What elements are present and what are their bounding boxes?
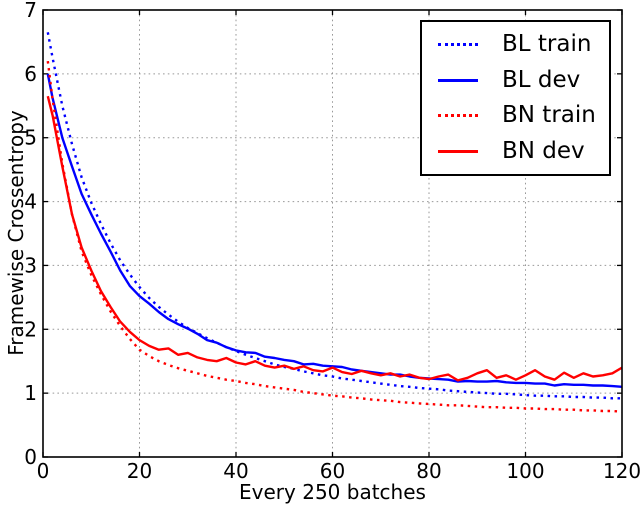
legend-item: BN dev bbox=[422, 134, 609, 168]
x-tick-label: 20 bbox=[127, 459, 152, 483]
x-tick-label: 120 bbox=[603, 459, 640, 483]
series-line-bn-train bbox=[46, 60, 623, 413]
legend-label: BN dev bbox=[502, 137, 585, 164]
legend: BL train BL dev BN train BN dev bbox=[420, 20, 611, 176]
legend-item: BL train bbox=[422, 28, 609, 62]
legend-line-sample-bl-train bbox=[438, 43, 478, 47]
legend-item: BL dev bbox=[422, 63, 609, 97]
x-axis-label: Every 250 batches bbox=[239, 480, 426, 504]
y-tick-label: 1 bbox=[24, 381, 37, 405]
x-tick-label: 40 bbox=[223, 459, 248, 483]
y-tick-label: 2 bbox=[24, 317, 37, 341]
series-line-bl-dev bbox=[46, 73, 623, 388]
legend-label: BL train bbox=[502, 31, 592, 58]
y-tick-label: 6 bbox=[24, 62, 37, 86]
y-axis-label: Framewise Crossentropy bbox=[4, 110, 28, 356]
x-tick-label: 60 bbox=[320, 459, 345, 483]
x-tick-label: 0 bbox=[37, 459, 50, 483]
y-tick-label: 7 bbox=[24, 0, 37, 22]
legend-line-sample-bn-dev bbox=[438, 149, 478, 153]
legend-item: BN train bbox=[422, 99, 609, 133]
y-tick-label: 0 bbox=[24, 445, 37, 469]
y-tick-label: 3 bbox=[24, 253, 37, 277]
legend-label: BN train bbox=[502, 102, 596, 129]
plot-border bbox=[42, 9, 623, 458]
y-tick-label: 5 bbox=[24, 126, 37, 150]
y-tick-label: 4 bbox=[24, 190, 37, 214]
legend-line-sample-bl-dev bbox=[438, 78, 478, 82]
legend-line-sample-bn-train bbox=[438, 114, 478, 118]
legend-label: BL dev bbox=[502, 66, 581, 93]
x-tick-label: 100 bbox=[506, 459, 544, 483]
series-line-bn-dev bbox=[46, 95, 623, 382]
x-tick-label: 80 bbox=[416, 459, 441, 483]
series-line-bl-train bbox=[46, 32, 622, 400]
